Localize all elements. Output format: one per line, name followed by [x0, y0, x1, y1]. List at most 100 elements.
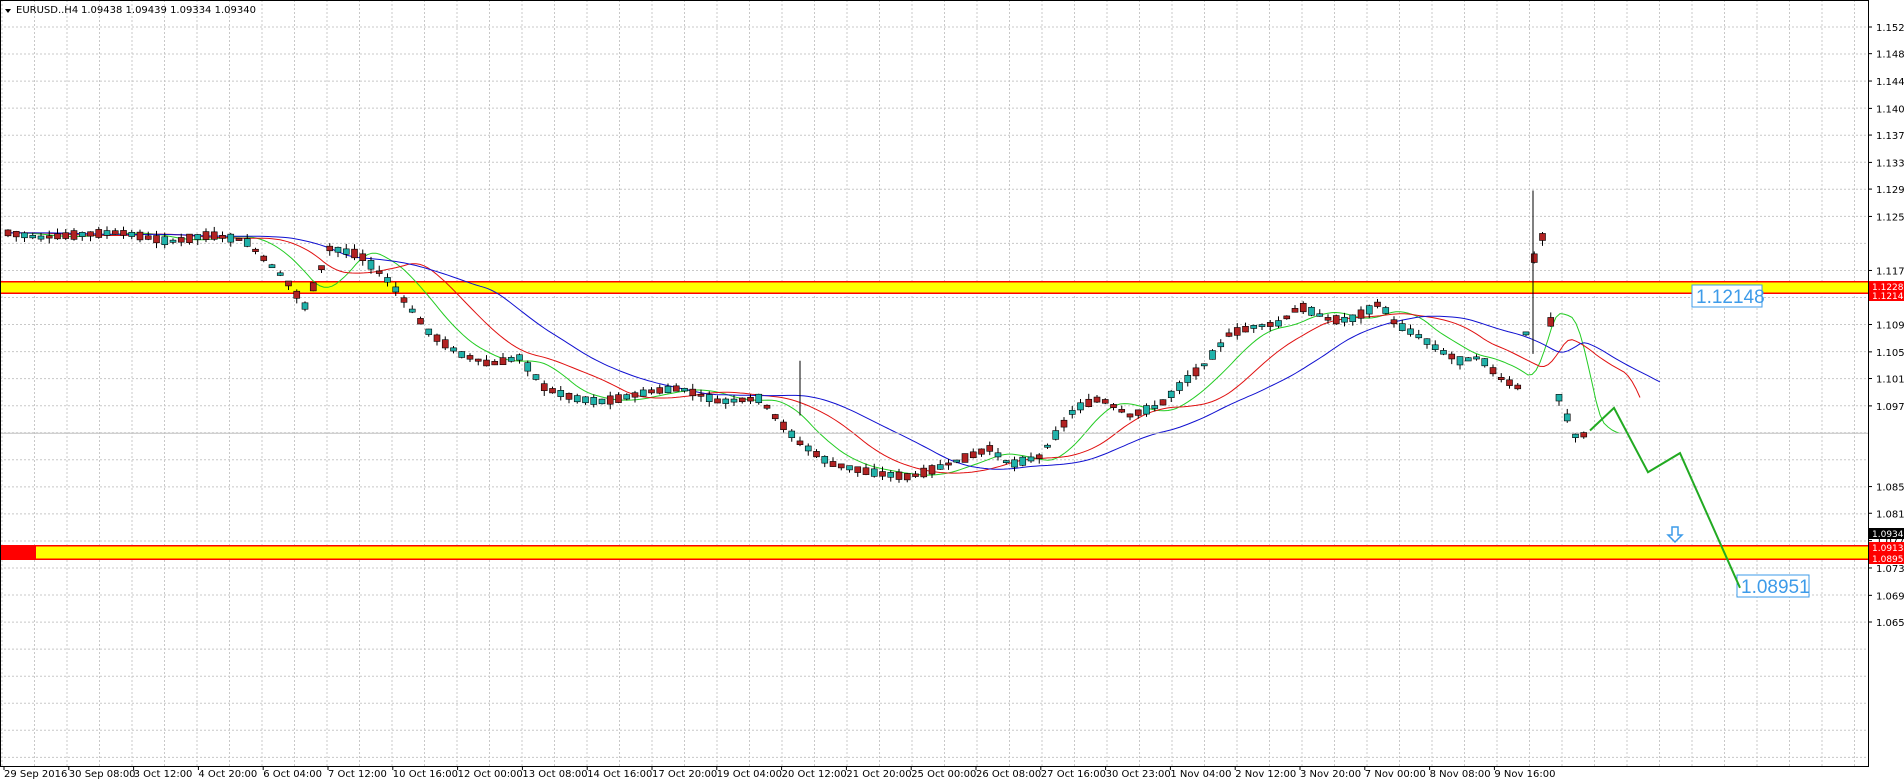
candle-body	[458, 351, 466, 358]
price-tag	[1869, 281, 1904, 292]
candle-body	[21, 232, 28, 239]
candle-body	[367, 260, 375, 270]
candle-body	[837, 463, 845, 469]
down-arrow-shape	[1666, 526, 1684, 544]
candle-body	[1209, 350, 1216, 360]
candle-body	[95, 229, 103, 238]
candle-body	[1506, 379, 1513, 386]
candle-body	[953, 459, 961, 463]
candle-body	[796, 440, 804, 446]
candle-body	[194, 234, 202, 240]
candle-body	[598, 398, 606, 405]
y-tick-label: 1.10530	[1876, 348, 1904, 359]
x-tick-label: 29 Sep 2016	[4, 769, 67, 780]
price-tag	[1869, 542, 1904, 553]
candle-body	[1382, 307, 1390, 314]
price-tag-label: 1.09340	[1872, 530, 1904, 540]
candle-body	[1118, 409, 1126, 413]
candle-body	[1060, 419, 1068, 428]
x-tick-label: 14 Oct 16:00	[587, 769, 652, 780]
candle-body	[1250, 325, 1258, 329]
candle-body	[1522, 331, 1530, 336]
candle-body	[1085, 398, 1093, 407]
y-tick-label: 1.08170	[1876, 509, 1904, 520]
candle-body	[375, 270, 383, 274]
candle-body	[1497, 377, 1505, 380]
price-tag-label: 1.12280	[1872, 283, 1904, 293]
x-tick-label: 19 Oct 04:00	[717, 769, 782, 780]
candle-body	[813, 451, 820, 458]
candle-body	[161, 236, 169, 246]
candle-body	[978, 448, 985, 455]
candle-body	[359, 253, 367, 261]
candle-body	[326, 245, 334, 252]
down-arrow-icon	[1666, 526, 1684, 544]
candle-body	[540, 383, 548, 391]
zone-label-box	[1691, 284, 1763, 308]
candle-body	[582, 396, 589, 404]
candle-body	[1390, 319, 1398, 325]
x-tick-label: 10 Oct 16:00	[393, 769, 458, 780]
candle-body	[392, 286, 400, 293]
candle-body	[1539, 233, 1546, 241]
candle-body	[1431, 344, 1439, 350]
candle-body	[1143, 405, 1150, 415]
candle-body	[747, 396, 754, 402]
candle-body	[1233, 327, 1241, 336]
candle-body	[1324, 317, 1332, 321]
candle-body	[1555, 394, 1563, 402]
candle-body	[903, 473, 911, 481]
y-tick-label: 1.13300	[1876, 158, 1904, 169]
y-tick-label: 1.14490	[1876, 77, 1904, 88]
candle-body	[532, 374, 540, 380]
candle-body	[301, 302, 309, 310]
candle-body	[516, 354, 523, 361]
candle-body	[664, 385, 672, 394]
y-tick-label: 1.11720	[1876, 266, 1904, 277]
candle-body	[705, 394, 713, 402]
candle-body	[268, 264, 276, 269]
candle-body	[606, 395, 614, 405]
zone-label: 1.08951	[1741, 577, 1810, 598]
x-tick-label: 3 Oct 12:00	[134, 769, 193, 780]
candle-body	[1398, 323, 1406, 331]
candle-body	[623, 394, 631, 400]
candle-body	[681, 387, 688, 392]
dropdown-icon[interactable]	[5, 9, 11, 13]
candle-body	[334, 246, 342, 253]
x-tick-label: 8 Nov 08:00	[1430, 769, 1491, 780]
candle-body	[763, 404, 771, 409]
y-tick-label: 1.06580	[1876, 618, 1904, 629]
candle-body	[1176, 382, 1183, 391]
candle-body	[29, 234, 37, 239]
candle-body	[821, 456, 829, 464]
candle-body	[1489, 367, 1497, 375]
y-tick-label: 1.12910	[1876, 185, 1904, 196]
candle-body	[895, 471, 903, 480]
candle-body	[1299, 302, 1307, 313]
candle-body	[722, 398, 730, 404]
candle-body	[854, 466, 862, 473]
candle-body	[499, 357, 507, 366]
candle-body	[1019, 456, 1027, 466]
candle-body	[656, 387, 664, 394]
candle-body	[318, 265, 325, 271]
candle-body	[186, 233, 193, 244]
candle-body	[425, 328, 433, 335]
zone-label: 1.12148	[1696, 287, 1765, 308]
candle-body	[1077, 402, 1084, 411]
y-tick-label: 1.08560	[1876, 483, 1904, 494]
candle-body	[986, 445, 994, 452]
candle-body	[293, 290, 301, 299]
candle-body	[1200, 363, 1208, 367]
candle-body	[549, 388, 556, 394]
candle-body	[1481, 358, 1489, 367]
candle-body	[450, 347, 457, 352]
candle-body	[1563, 413, 1571, 422]
candle-body	[714, 398, 721, 404]
candle-body	[755, 393, 763, 404]
candle-body	[994, 452, 1002, 458]
candle-body	[1440, 350, 1447, 355]
candle-body	[1184, 375, 1192, 383]
